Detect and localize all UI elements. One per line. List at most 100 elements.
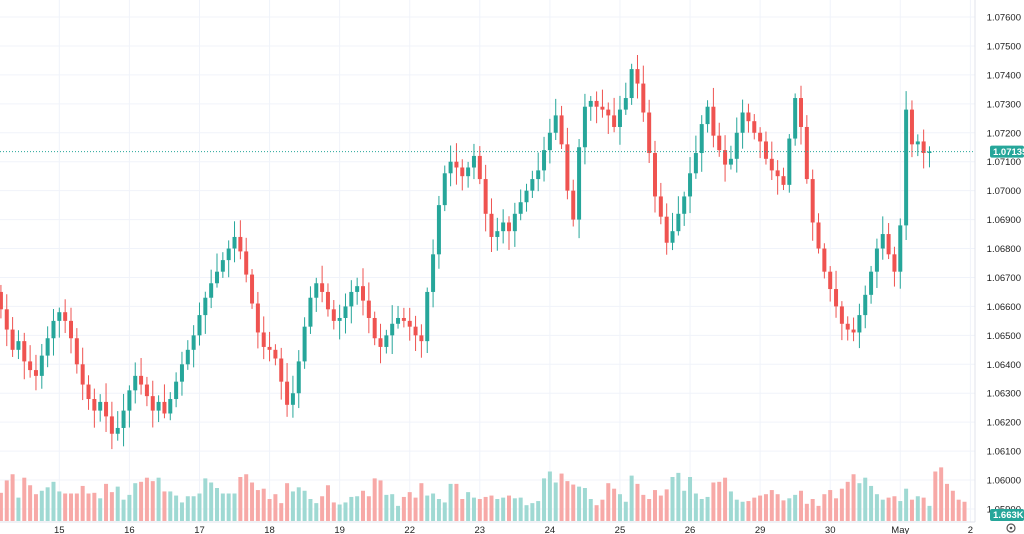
volume-bar [226, 493, 231, 521]
volume-bar [524, 505, 529, 521]
candle [542, 136, 547, 182]
candle [793, 93, 798, 146]
volume-bar [74, 493, 79, 521]
volume-bar [372, 478, 377, 521]
volume-bar [600, 499, 605, 521]
volume-bar [565, 481, 570, 521]
candle-body [857, 315, 862, 333]
time-tick-label: 29 [755, 525, 766, 534]
candle-body [641, 83, 646, 113]
candle-body [752, 121, 757, 133]
candle-body [775, 170, 780, 177]
volume-last-label: 1.663K [993, 510, 1024, 521]
price-tick-label: 1.07300 [987, 99, 1021, 110]
candle [185, 340, 190, 370]
candle-body [419, 335, 424, 342]
volume-bar [880, 499, 885, 521]
volume-bar [676, 472, 681, 521]
candlestick-series [0, 54, 932, 450]
time-tick-label: 2 [968, 525, 973, 534]
candle-body [489, 213, 494, 237]
volume-bar [763, 494, 768, 521]
volume-bar [688, 477, 693, 521]
candle-body [863, 294, 868, 316]
volume-bar [863, 477, 868, 521]
candle [763, 131, 768, 165]
volume-bar [10, 474, 15, 521]
time-tick-label: 30 [825, 525, 836, 534]
candle-body [635, 69, 640, 84]
candle-body [851, 329, 856, 333]
candle-body [401, 317, 406, 321]
candle [553, 98, 558, 141]
candle [144, 376, 149, 407]
candle-body [104, 401, 109, 417]
volume-bar [711, 482, 716, 521]
candle [571, 179, 576, 227]
candle-body [904, 109, 909, 226]
candle-body [244, 251, 249, 275]
candle [822, 243, 827, 279]
price-tick-label: 1.06300 [987, 389, 1021, 400]
volume-bar [927, 505, 932, 521]
candle-body [874, 248, 879, 272]
candle [524, 183, 529, 212]
candle [267, 331, 272, 362]
volume-bar [489, 495, 494, 521]
candle-body [507, 222, 511, 232]
candle-body [483, 179, 488, 214]
candle-body [734, 132, 739, 159]
candle-body [74, 338, 79, 365]
candle [635, 54, 640, 99]
candle [290, 375, 295, 418]
candle [226, 240, 231, 278]
candle-body [63, 312, 68, 321]
candle [501, 209, 506, 244]
candle-body [512, 213, 517, 232]
volume-bar [582, 488, 587, 521]
candle [320, 265, 325, 303]
candle-body [629, 69, 634, 99]
time-axis[interactable]: 15 16 17 18 19 22 23 24 25 26 29 30 May 2 [54, 525, 973, 534]
candle [296, 350, 301, 409]
candle [758, 127, 763, 159]
candle [711, 87, 716, 148]
candle [904, 91, 909, 241]
volume-bar [471, 497, 476, 521]
candle-body [407, 320, 412, 327]
price-tick-label: 1.06900 [987, 215, 1021, 226]
candle-body [261, 332, 266, 347]
candle-body [763, 141, 768, 159]
price-axis[interactable]: 1.07600 1.07500 1.07400 1.07300 1.07200 1.071… [987, 13, 1021, 516]
volume-bar [839, 488, 844, 521]
candle-body [676, 213, 681, 232]
candle-body [86, 384, 91, 400]
candle [828, 266, 833, 302]
candle-body [588, 100, 593, 107]
candle-body [664, 216, 669, 243]
candle-body [209, 283, 214, 298]
last-price-badge: 1.07135 [990, 145, 1024, 158]
candle-body [869, 271, 874, 295]
volume-bar [804, 503, 809, 521]
candle [63, 299, 68, 334]
candle-body [495, 231, 500, 237]
settings-icon[interactable] [1006, 523, 1016, 533]
candle-body [658, 196, 663, 217]
candle-body [524, 190, 529, 203]
candle [355, 277, 360, 305]
candle [471, 143, 476, 180]
volume-bar [460, 499, 465, 521]
volume-bar [536, 501, 541, 521]
volume-bar [63, 493, 68, 521]
candle [98, 394, 103, 422]
candle-body [162, 401, 167, 414]
candle [699, 115, 704, 172]
candle-body [693, 153, 698, 174]
candle-body [39, 355, 44, 376]
price-tick-label: 1.06400 [987, 360, 1021, 371]
volume-bar [623, 501, 628, 521]
volume-bar [220, 493, 225, 521]
candle [834, 270, 839, 318]
